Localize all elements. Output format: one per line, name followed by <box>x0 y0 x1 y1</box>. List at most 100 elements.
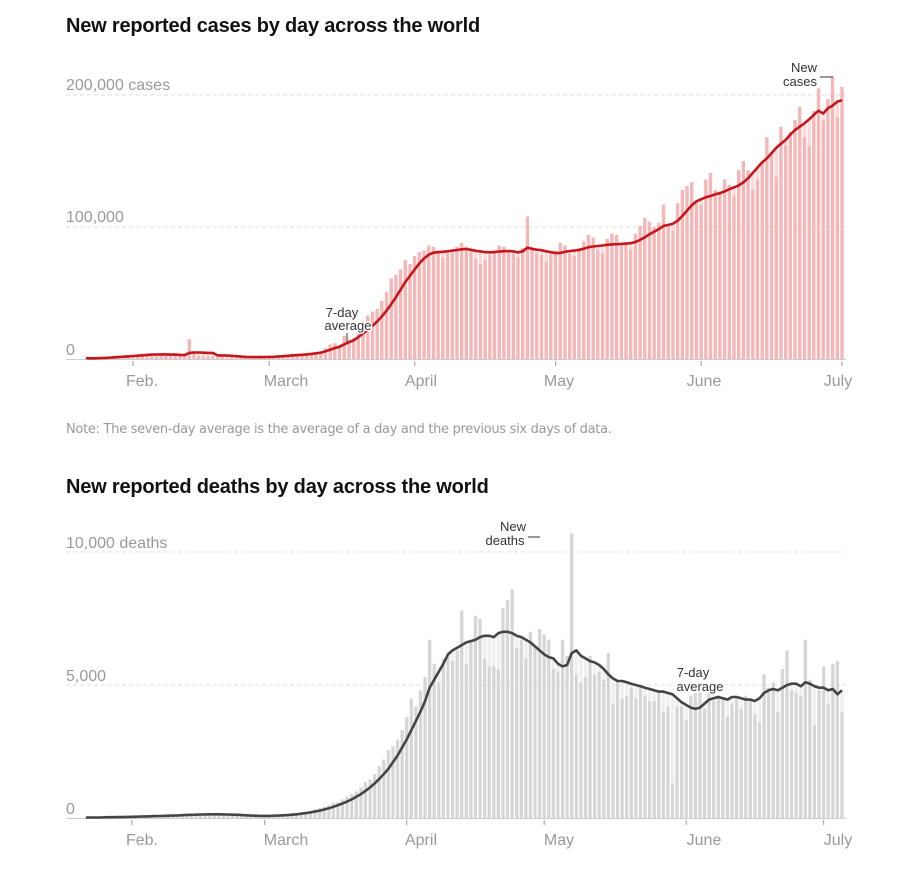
bar <box>624 244 628 359</box>
bar-gap-fill <box>666 692 670 707</box>
y-tick-label-10000: 10,000 deaths <box>66 535 167 552</box>
bar <box>226 815 230 818</box>
annotation-text-line2: deaths <box>485 533 525 548</box>
bar-gap-fill <box>625 682 629 696</box>
bar <box>427 639 432 818</box>
bar <box>164 354 168 359</box>
bar <box>469 639 473 818</box>
bar <box>597 671 601 818</box>
bar <box>611 703 615 818</box>
x-tick-label-may: May <box>544 373 574 390</box>
bar <box>384 291 389 359</box>
bar <box>342 335 346 359</box>
bar-gap-fill <box>789 683 794 691</box>
bar <box>798 106 802 359</box>
bar <box>455 246 459 359</box>
bar <box>203 814 207 818</box>
bar-gap-fill <box>753 700 757 715</box>
bar-gap-fill <box>702 703 707 709</box>
bar-gap-fill <box>535 249 539 254</box>
bar <box>497 245 501 359</box>
bar <box>835 117 839 359</box>
bar <box>366 315 370 359</box>
bar <box>211 356 215 359</box>
bar <box>331 802 336 818</box>
bar-gap-fill <box>751 172 755 191</box>
bar <box>351 337 356 359</box>
bar <box>826 98 830 360</box>
bar <box>633 233 638 359</box>
bar <box>432 663 436 818</box>
cases-gridlines <box>66 94 846 360</box>
bar <box>441 658 446 818</box>
bar <box>771 682 775 818</box>
bar <box>516 257 520 359</box>
bar <box>807 146 811 359</box>
bar <box>822 666 826 818</box>
bar <box>690 182 694 359</box>
bar-gap-fill <box>739 698 743 709</box>
bar <box>313 809 317 818</box>
bar <box>187 339 191 359</box>
bar <box>680 190 685 359</box>
bar <box>652 700 656 818</box>
bar <box>558 242 562 359</box>
bar <box>189 814 194 818</box>
bar <box>217 814 221 818</box>
bar <box>574 674 578 818</box>
x-tick-label-june: June <box>687 373 722 390</box>
bar <box>629 249 633 359</box>
bar <box>675 706 679 818</box>
bar-gap-fill <box>821 113 825 121</box>
bar <box>235 815 239 818</box>
bar-gap-fill <box>835 101 839 118</box>
bar <box>524 658 528 818</box>
bar-gap-fill <box>515 635 519 648</box>
bar-gap-fill <box>441 251 445 258</box>
annotation-text-line1: 7-day <box>326 305 359 320</box>
bar <box>530 249 534 359</box>
bar-gap-fill <box>464 642 468 664</box>
bar-gap-fill <box>774 147 778 177</box>
bar <box>739 708 743 818</box>
bar-gap-fill <box>579 655 583 683</box>
bar <box>192 352 196 359</box>
bar <box>704 179 708 359</box>
bar <box>244 816 249 818</box>
bar <box>382 759 386 818</box>
bar <box>487 666 491 818</box>
bar <box>492 250 497 359</box>
bar <box>212 814 216 818</box>
bar <box>684 719 688 818</box>
deaths-average-line <box>86 630 843 819</box>
bar <box>553 250 558 359</box>
deaths-x-tick-labels: Feb. March April May June July <box>126 832 852 849</box>
bar-gap-fill <box>634 685 638 699</box>
bar-gap-fill <box>597 665 601 672</box>
bar <box>459 242 464 359</box>
bar <box>614 234 619 359</box>
bar-gap-fill <box>572 250 577 257</box>
bar <box>505 599 510 818</box>
bar-gap-fill <box>206 352 210 357</box>
x-tick-label-april: April <box>405 373 437 390</box>
bar <box>394 274 398 359</box>
bar <box>730 703 734 818</box>
bar <box>309 352 314 359</box>
bar-gap-fill <box>679 702 684 707</box>
bar <box>803 639 807 818</box>
bar <box>380 300 384 359</box>
bar <box>767 687 771 818</box>
bar <box>281 356 285 359</box>
bar-gap-fill <box>201 352 206 357</box>
x-tick-label-june: June <box>687 832 722 849</box>
bar <box>168 355 173 359</box>
bar <box>583 677 588 818</box>
bar <box>413 256 417 359</box>
bar <box>707 690 711 818</box>
bar-gap-fill <box>807 119 811 147</box>
bar <box>643 217 647 359</box>
bar-gap-fill <box>600 245 605 254</box>
bar <box>337 345 342 359</box>
